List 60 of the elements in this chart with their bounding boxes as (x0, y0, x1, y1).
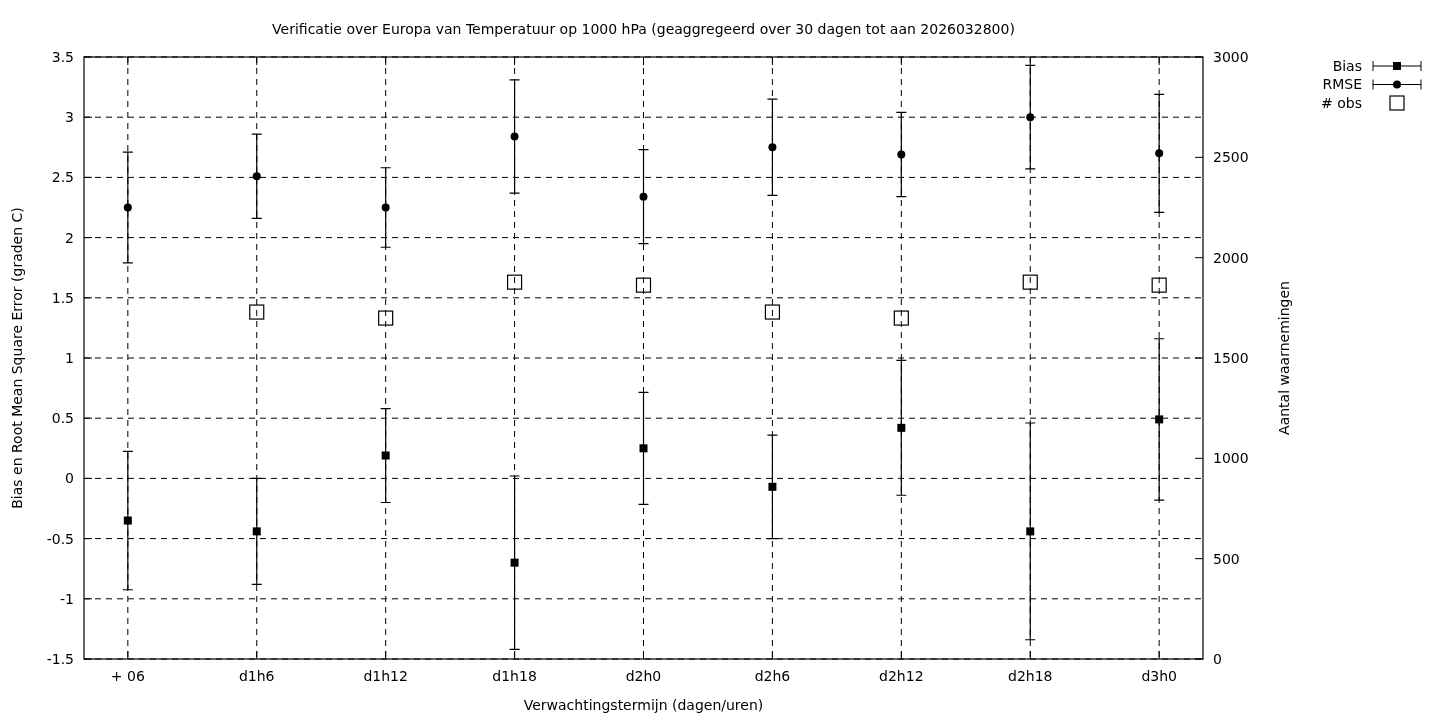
y2-tick-label: 2000 (1213, 249, 1249, 266)
point (252, 172, 261, 181)
point (1022, 274, 1038, 290)
y-tick-label: -0.5 (46, 530, 74, 547)
x-tick-label: d2h12 (879, 668, 924, 684)
y2-tick-label: 0 (1213, 650, 1222, 667)
chart-title: Verificatie over Europa van Temperatuur op 1000 hPa (geaggregeerd over 30 dagen tot aan 2026032800) (272, 21, 1015, 37)
point (252, 527, 261, 536)
point (635, 277, 652, 293)
point (123, 203, 132, 212)
y-tick-label: 3 (65, 109, 74, 126)
y-tick-label: 0 (65, 470, 74, 487)
y2-tick-label: 500 (1213, 550, 1240, 567)
point (764, 304, 781, 320)
y-tick-label: 1 (65, 349, 74, 366)
y2-tick-label: 1000 (1213, 450, 1249, 467)
point (510, 558, 519, 567)
point (897, 150, 906, 159)
point (1155, 149, 1164, 158)
x-tick-label: d2h6 (754, 668, 791, 684)
point (1151, 277, 1167, 293)
point (768, 482, 777, 491)
y-tick-label: 0.5 (51, 410, 74, 427)
point (1026, 113, 1035, 122)
x-tick-label: d1h12 (363, 668, 408, 684)
y2-tick-label: 3000 (1213, 48, 1249, 65)
point (897, 423, 906, 432)
x-tick-label: d2h18 (1008, 668, 1053, 684)
point (381, 451, 390, 460)
x-tick-label: d1h18 (492, 668, 537, 684)
point (639, 192, 648, 201)
legend-label: # obs (1321, 94, 1362, 111)
y-tick-label: 1.5 (51, 289, 74, 306)
point (1026, 527, 1035, 536)
x-tick-label: + 06 (110, 668, 145, 684)
point (506, 274, 523, 290)
y-tick-label: 2.5 (51, 169, 74, 186)
y2-axis-title: Aantal waarnemingen (1276, 281, 1292, 435)
point (510, 132, 519, 141)
point (378, 310, 394, 326)
point (639, 444, 648, 453)
legend-label: RMSE (1322, 76, 1362, 93)
y-axis-title: Bias en Root Mean Square Error (graden C) (9, 207, 25, 509)
point (249, 304, 265, 320)
y2-tick-label: 1500 (1213, 349, 1249, 366)
point (893, 310, 909, 326)
x-tick-label: d2h0 (625, 668, 662, 684)
y2-tick-label: 2500 (1213, 149, 1249, 166)
point (768, 143, 777, 152)
x-tick-label: d3h0 (1141, 668, 1177, 684)
y-tick-label: -1.5 (46, 650, 74, 667)
point (123, 516, 132, 525)
x-axis-title: Verwachtingstermijn (dagen/uren) (523, 697, 764, 713)
y-tick-label: 2 (65, 229, 74, 246)
point (381, 203, 390, 212)
legend-label: Bias (1332, 57, 1362, 74)
x-tick-label: d1h6 (238, 668, 275, 684)
point (1155, 415, 1164, 424)
y-tick-label: -1 (60, 590, 74, 607)
y-tick-label: 3.5 (51, 48, 74, 65)
